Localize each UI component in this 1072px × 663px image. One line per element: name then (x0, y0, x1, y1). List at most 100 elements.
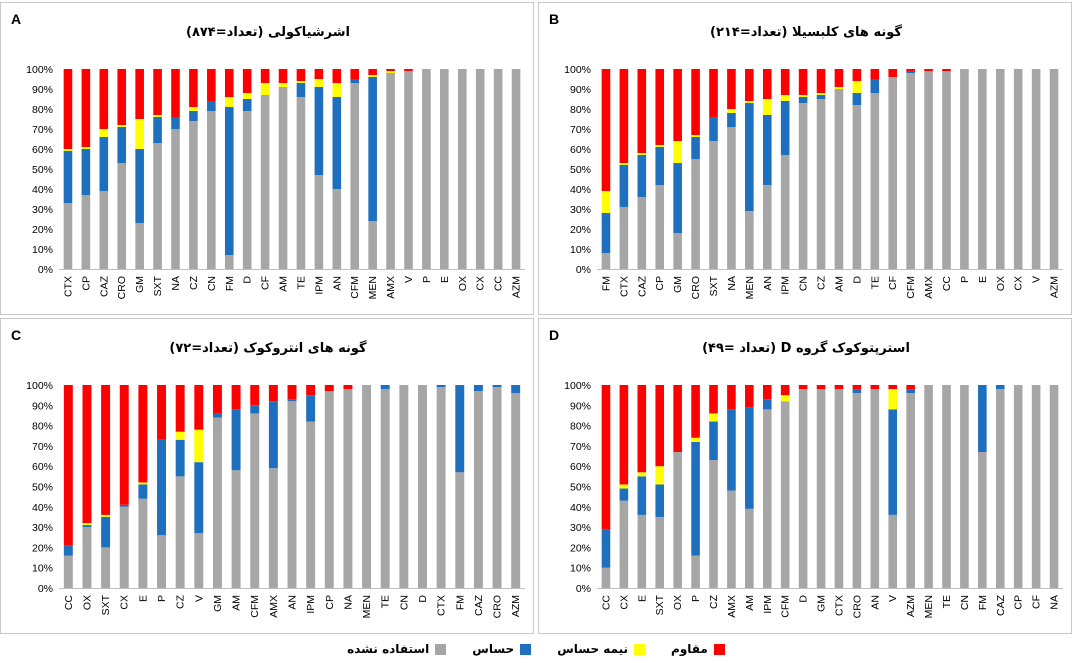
bar-segment-resistant (224, 69, 234, 97)
bar-segment-unused (242, 111, 252, 269)
bar-segment-resistant (709, 69, 718, 117)
x-tick-label: D (417, 595, 429, 603)
x-tick-label: CRO (492, 595, 504, 618)
bar-segment-resistant (924, 69, 933, 71)
bar-segment-sensitive (157, 439, 166, 536)
x-tick-label: CFM (349, 276, 361, 299)
bar-segment-resistant (368, 69, 377, 75)
bar-segment-sensitive (637, 476, 647, 515)
x-tick-label: CAZ (636, 275, 648, 297)
bar-segment-sensitive (455, 385, 465, 473)
y-tick-label: 20% (570, 224, 591, 236)
bar-segment-resistant (870, 69, 880, 79)
x-tick-label: CZ (188, 275, 200, 290)
y-tick-label: 100% (564, 380, 591, 392)
bar-segment-intermediate (332, 83, 342, 97)
bar-segment-resistant (798, 385, 808, 390)
x-tick-label: CP (324, 595, 336, 610)
bar-segment-unused (418, 385, 427, 588)
x-tick-label: AZM (511, 276, 523, 298)
bar-segment-unused (324, 391, 334, 588)
bar-segment-resistant (343, 385, 353, 390)
bar-segment-resistant (655, 69, 665, 145)
bar-segment-unused (511, 393, 521, 588)
bar-segment-resistant (194, 385, 204, 430)
bar-segment-resistant (306, 385, 316, 396)
x-tick-label: AN (287, 595, 299, 610)
bar-segment-resistant (691, 385, 700, 438)
bar-segment-unused (888, 514, 898, 588)
bar-segment-unused (924, 71, 933, 269)
bar-segment-unused (368, 221, 377, 269)
y-tick-label: 0% (38, 583, 53, 595)
bar-segment-unused (171, 129, 180, 269)
y-tick-label: 40% (32, 184, 53, 196)
bar-segment-unused (995, 69, 1005, 269)
bar-segment-unused (455, 472, 465, 588)
bar-segment-intermediate (138, 482, 148, 485)
bar-segment-resistant (655, 385, 665, 467)
bar-segment-unused (601, 253, 611, 269)
bar-segment-sensitive (762, 399, 772, 410)
bar-segment-resistant (762, 385, 772, 400)
x-tick-label: CC (493, 276, 505, 292)
bar-segment-unused (745, 211, 754, 269)
x-tick-label: MEN (923, 595, 935, 618)
bar-segment-resistant (99, 69, 109, 129)
legend-swatch-resistant (713, 643, 725, 655)
bar-segment-unused (780, 155, 790, 269)
bar-segment-unused (1049, 385, 1059, 588)
bar-segment-sensitive (250, 405, 260, 414)
x-tick-label: FM (977, 595, 989, 610)
bar-segment-resistant (119, 385, 129, 505)
bar-segment-resistant (63, 385, 73, 546)
x-tick-label: FM (224, 276, 236, 291)
bar-segment-resistant (727, 69, 736, 109)
x-tick-label: P (421, 276, 433, 283)
bar-segment-sensitive (287, 399, 297, 402)
x-tick-label: AN (762, 276, 774, 291)
x-tick-label: CX (1013, 276, 1025, 291)
bar-segment-unused (473, 391, 483, 588)
bar-segment-unused (404, 71, 413, 269)
x-tick-label: NA (1049, 595, 1061, 610)
panel-c: C گونه های انتروکوک (تعداد=۷۲) 0% 10% 20% 3… (0, 318, 534, 634)
x-tick-label: CTX (833, 595, 845, 616)
y-tick-label: 20% (32, 542, 53, 554)
bar-segment-unused (350, 83, 360, 269)
bar-segment-unused (278, 87, 288, 269)
x-tick-label: V (1031, 276, 1043, 283)
bar-segment-sensitive (63, 151, 73, 203)
y-tick-label: 10% (32, 563, 53, 575)
bar-segment-unused (362, 385, 372, 588)
x-tick-label: D (242, 276, 254, 284)
y-tick-label: 0% (576, 583, 591, 595)
x-tick-label: IPM (313, 276, 325, 295)
y-tick-label: 80% (570, 104, 591, 116)
chart-d: 0% 10% 20% 30% 40% 50% 60% 70% 80% 90% 100% CC CX E SX… (564, 380, 1063, 618)
y-tick-label: 100% (26, 64, 53, 76)
bar-segment-resistant (798, 69, 808, 95)
bar-segment-sensitive (63, 545, 73, 556)
bar-segment-resistant (816, 69, 826, 93)
x-tick-label: CFM (249, 595, 261, 618)
bar-segment-resistant (81, 69, 91, 147)
bar-segment-resistant (762, 69, 772, 99)
bar-segment-resistant (260, 69, 270, 83)
bar-segment-sensitive (852, 93, 862, 105)
bar-segment-resistant (691, 69, 700, 135)
bar-segment-sensitive (314, 87, 324, 175)
bar-segment-sensitive (171, 117, 180, 129)
bar-segment-unused (138, 498, 148, 588)
bar-segment-resistant (745, 69, 754, 101)
bar-segment-intermediate (888, 389, 898, 410)
bar-segment-unused (157, 535, 166, 588)
y-tick-label: 10% (570, 563, 591, 575)
bar-segment-resistant (242, 69, 252, 93)
x-tick-label: CTX (618, 276, 630, 297)
bar-segment-intermediate (691, 135, 700, 137)
bar-segment-unused (780, 401, 790, 588)
bar-segment-unused (101, 547, 111, 588)
bar-segment-unused (99, 191, 109, 269)
bar-segment-unused (440, 69, 449, 269)
